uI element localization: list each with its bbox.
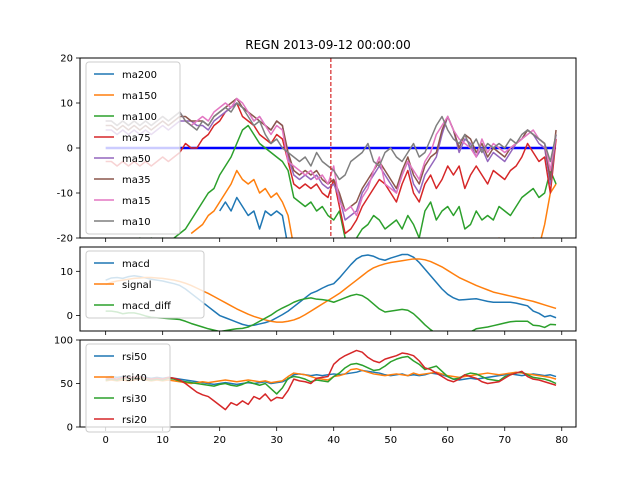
y-tick-label: -10 bbox=[57, 189, 73, 200]
chart-title: REGN 2013-09-12 00:00:00 bbox=[245, 38, 410, 52]
x-tick-label: 60 bbox=[441, 435, 454, 446]
panel-ma: -20-1001020ma200ma150ma100ma75ma50ma35ma… bbox=[57, 54, 577, 245]
panels: -20-1001020ma200ma150ma100ma75ma50ma35ma… bbox=[54, 54, 577, 446]
x-tick-label: 80 bbox=[555, 435, 568, 446]
legend-box bbox=[85, 343, 171, 433]
legend-label-rsi20: rsi20 bbox=[122, 415, 147, 426]
y-tick-label: -20 bbox=[57, 234, 73, 245]
x-tick-label: 40 bbox=[327, 435, 340, 446]
legend-label-signal: signal bbox=[122, 280, 152, 291]
series-ma75 bbox=[105, 102, 557, 235]
legend-label-ma15: ma15 bbox=[122, 196, 151, 207]
legend-label-macd: macd bbox=[122, 259, 150, 270]
series-ma200 bbox=[219, 196, 288, 238]
legend-label-ma50: ma50 bbox=[122, 154, 151, 165]
x-tick-label: 30 bbox=[270, 435, 283, 446]
legend-box bbox=[85, 250, 205, 319]
legend-label-rsi30: rsi30 bbox=[122, 394, 147, 405]
series-rsi30 bbox=[105, 355, 557, 395]
legend-label-macd_diff: macd_diff bbox=[122, 301, 172, 312]
x-tick-label: 10 bbox=[156, 435, 169, 446]
y-tick-label: 0 bbox=[67, 423, 73, 434]
legend-ma: ma200 ma150 ma100 ma75 ma50 ma35 ma15 ma10 bbox=[85, 61, 181, 235]
legend-macd: macd signal macd_diff bbox=[85, 250, 205, 319]
legend-label-ma10: ma10 bbox=[122, 217, 151, 228]
y-tick-label: 0 bbox=[67, 144, 73, 155]
series-rsi50 bbox=[105, 369, 557, 386]
series-macd_diff bbox=[105, 293, 557, 331]
x-tick-label: 70 bbox=[498, 435, 511, 446]
y-tick-label: 50 bbox=[60, 379, 73, 390]
y-tick-label: 20 bbox=[60, 54, 73, 65]
legend-label-ma75: ma75 bbox=[122, 133, 151, 144]
plot-area-ma bbox=[105, 97, 557, 238]
legend-label-ma100: ma100 bbox=[122, 112, 157, 123]
panel-macd: 0 10 macd signal macd_diff bbox=[60, 246, 577, 335]
x-tick-label: 20 bbox=[213, 435, 226, 446]
y-tick-label: 0 bbox=[67, 311, 73, 322]
legend-label-ma200: ma200 bbox=[122, 70, 157, 81]
x-tick-label: 0 bbox=[102, 435, 108, 446]
legend-label-ma150: ma150 bbox=[122, 91, 157, 102]
series-rsi20 bbox=[105, 349, 557, 411]
plot-area-rsi bbox=[105, 349, 557, 411]
legend-rsi: rsi50 rsi40 rsi30 rsi20 bbox=[85, 343, 171, 433]
legend-label-ma35: ma35 bbox=[122, 175, 151, 186]
series-ma150 bbox=[190, 169, 557, 238]
y-tick-label: 10 bbox=[60, 99, 73, 110]
x-tick-label: 50 bbox=[384, 435, 397, 446]
axes-frame-macd bbox=[79, 246, 577, 332]
legend-label-rsi50: rsi50 bbox=[122, 352, 147, 363]
y-tick-label: 100 bbox=[54, 336, 73, 347]
y-tick-label: 10 bbox=[60, 267, 73, 278]
legend-label-rsi40: rsi40 bbox=[122, 373, 147, 384]
legend-box bbox=[85, 61, 181, 235]
